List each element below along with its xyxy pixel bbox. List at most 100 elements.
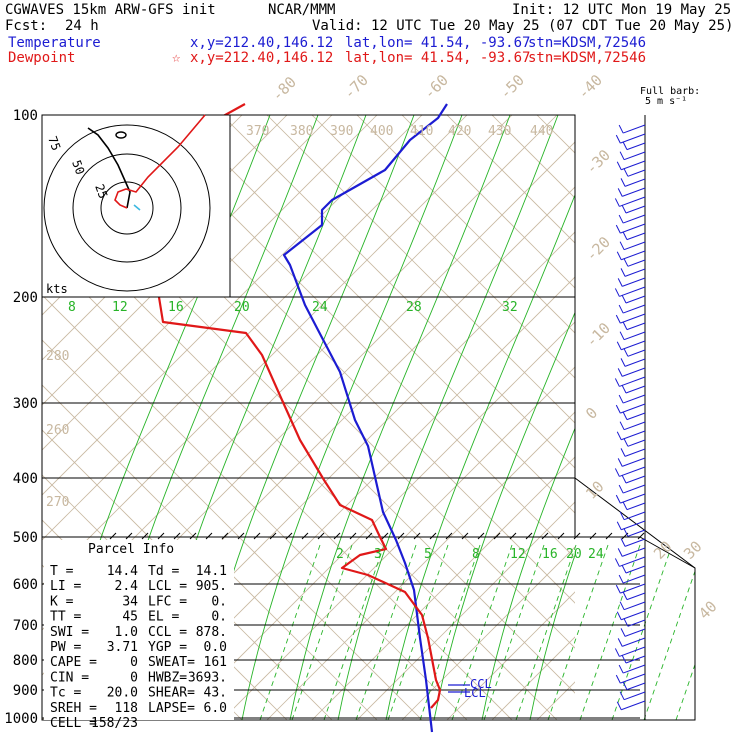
- parcel-key: T =: [50, 564, 74, 579]
- wind-barb-flag: [615, 494, 621, 504]
- parcel-info-title: Parcel Info: [88, 542, 174, 557]
- wind-barb: [625, 655, 646, 664]
- mixing-ratio-curve: [241, 115, 463, 720]
- hatch-mark: [381, 532, 389, 540]
- wind-barb-flag: [616, 161, 622, 170]
- isotherm-label: -80: [268, 73, 300, 105]
- wind-barb: [626, 412, 646, 421]
- hatch-mark: [413, 532, 421, 540]
- pressure-tick-label: 1000: [4, 711, 38, 727]
- parcel-key: LFC =: [148, 594, 187, 609]
- wind-barb-flag: [618, 394, 624, 404]
- parcel-value: 34: [122, 594, 138, 609]
- mixing-ratio-label: 20: [566, 547, 582, 562]
- parcel-value: 2.4: [115, 579, 139, 594]
- wind-barb: [619, 286, 646, 297]
- hatch-mark: [445, 532, 453, 540]
- isotherm-label: 0: [582, 404, 601, 423]
- parcel-key: K =: [50, 594, 74, 609]
- mixing-ratio-curve: [385, 193, 575, 720]
- barb-legend-title: Full barb:: [640, 86, 701, 97]
- wind-barb: [620, 313, 646, 324]
- hatch-mark: [557, 532, 565, 540]
- hatch-mark: [221, 532, 229, 540]
- init-time: Init: 12 UTC Mon 19 May 25: [512, 2, 732, 18]
- theta-label: 370: [246, 124, 269, 139]
- pressure-tick-label: 500: [13, 530, 38, 546]
- isotherm-label: -40: [574, 71, 606, 103]
- temperature-xy: x,y=212.40,146.12: [190, 35, 334, 51]
- hatch-mark: [509, 532, 517, 540]
- wind-barb: [626, 502, 646, 511]
- barb-legend-unit: 5 m s⁻¹: [645, 96, 688, 107]
- adiabat-line: [401, 115, 575, 289]
- wind-barb-flag: [618, 574, 624, 584]
- dewpoint-station: stn=KDSM,72546: [528, 50, 647, 66]
- hatch-mark: [589, 532, 597, 540]
- hodograph-ring: [72, 153, 182, 263]
- adiabat-line: [42, 339, 423, 720]
- wind-barb-flag: [618, 214, 624, 224]
- wind-barb-flag: [622, 141, 628, 150]
- isotherm-label: 30: [680, 537, 706, 563]
- hodograph-storm-motion: [133, 204, 141, 211]
- wind-barb: [626, 232, 646, 241]
- wind-barb: [627, 619, 646, 627]
- parcel-key: EL =: [148, 610, 179, 625]
- wind-barb-flag: [622, 681, 628, 690]
- adiabat-line: [42, 384, 378, 720]
- wind-barb-flag: [617, 368, 623, 377]
- hatch-mark: [349, 532, 357, 540]
- wind-barb: [622, 484, 646, 494]
- theta-label: 430: [488, 124, 511, 139]
- wind-barb: [623, 511, 646, 521]
- dashed-mixing-line: [323, 544, 385, 720]
- wind-barb: [627, 349, 646, 357]
- wind-barb-flag: [621, 294, 627, 304]
- wind-barb-flag: [617, 638, 623, 647]
- temperature-latlon: lat,lon= 41.54, -93.67: [345, 35, 531, 51]
- mixing-ratio-label: 2: [336, 547, 344, 562]
- parcel-value: 118: [115, 701, 138, 716]
- isotherm-label: 20: [650, 537, 676, 563]
- isotherm-line: [356, 501, 575, 720]
- wind-barb: [625, 385, 646, 394]
- parcel-value: 0: [130, 655, 138, 670]
- wind-barb-flag: [614, 558, 620, 567]
- adiabat-line: [491, 115, 575, 199]
- parcel-key: HWBZ=: [148, 670, 187, 685]
- dashed-mixing-line: [419, 544, 481, 720]
- isotherm-label: -30: [582, 146, 614, 178]
- hatch-mark: [109, 532, 117, 540]
- wind-barb-flag: [621, 384, 627, 394]
- theta-label: 390: [330, 124, 353, 139]
- wind-barb-flag: [617, 278, 623, 287]
- wind-barb-flag: [616, 521, 622, 530]
- mixing-ratio-label: 12: [510, 547, 526, 562]
- mixing-ratio-label: 24: [312, 300, 328, 315]
- forecast-label: Fcst:: [5, 18, 48, 34]
- parcel-key: SWI =: [50, 625, 89, 640]
- dashed-mixing-line: [259, 544, 321, 720]
- wind-barb: [620, 223, 646, 234]
- hatch-mark: [285, 532, 293, 540]
- wind-barb-flag: [622, 591, 628, 600]
- hatch-mark: [205, 532, 213, 540]
- wind-barb-flag: [615, 584, 621, 594]
- wind-barb: [623, 151, 646, 161]
- wind-barb: [622, 367, 646, 377]
- wind-barb: [619, 646, 646, 657]
- temperature-legend: Temperature: [8, 35, 101, 51]
- parcel-background: [44, 540, 234, 720]
- hatch-mark: [605, 532, 613, 540]
- mixing-ratio-label: 3: [374, 547, 382, 562]
- wind-barb-flag: [620, 448, 626, 457]
- parcel-key: LI =: [50, 579, 81, 594]
- pressure-tick-label: 700: [13, 618, 38, 634]
- wind-barb-flag: [620, 268, 626, 277]
- wind-barb: [624, 448, 646, 457]
- adiabat-line: [582, 115, 740, 720]
- dewpoint-star-icon: ☆: [172, 50, 181, 66]
- dashed-mixing-line: [355, 544, 417, 720]
- theta-label: 270: [46, 495, 69, 510]
